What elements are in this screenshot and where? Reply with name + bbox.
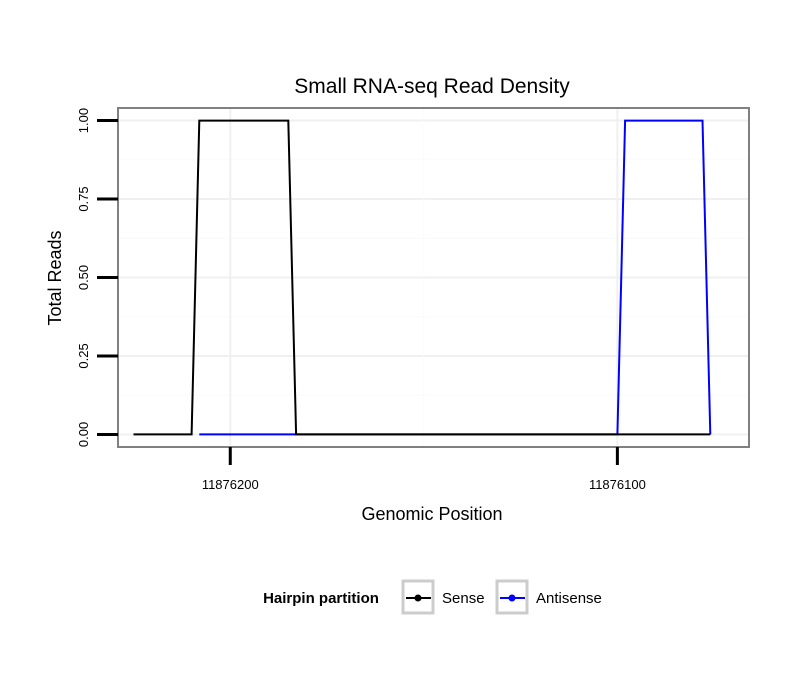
y-tick-label: 0.00 — [76, 422, 91, 447]
x-axis: 11876200 11876100 — [202, 447, 646, 492]
x-axis-label: Genomic Position — [361, 504, 502, 524]
y-tick-label: 1.00 — [76, 108, 91, 133]
y-axis: 0.00 0.25 0.50 0.75 1.00 — [76, 108, 118, 447]
legend-entry-antisense: Antisense — [536, 590, 602, 607]
legend-title: Hairpin partition — [263, 590, 379, 607]
x-tick-label: 11876100 — [589, 477, 646, 492]
x-tick-label: 11876200 — [202, 477, 259, 492]
legend-key-sense-dot — [414, 594, 422, 602]
y-axis-label: Total Reads — [45, 230, 65, 325]
legend: Hairpin partition Sense Antisense — [263, 579, 602, 615]
series-line-sense — [133, 119, 711, 436]
series-lines — [133, 119, 712, 436]
y-tick-label: 0.75 — [76, 186, 91, 211]
chart-title: Small RNA-seq Read Density — [294, 75, 570, 98]
y-tick-label: 0.50 — [76, 265, 91, 290]
series-line-antisense — [199, 119, 712, 436]
legend-key-antisense-dot — [508, 594, 516, 602]
grid-lines — [118, 108, 749, 447]
legend-entry-sense: Sense — [442, 590, 485, 607]
y-tick-label: 0.25 — [76, 343, 91, 368]
